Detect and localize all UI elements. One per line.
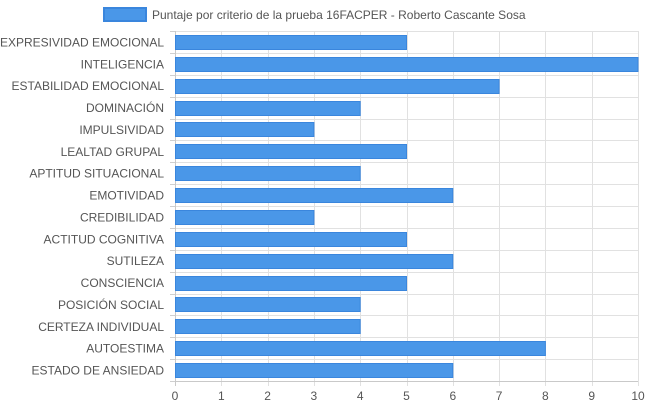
bar-autoestima[interactable] xyxy=(175,341,546,356)
x-tick-label: 8 xyxy=(542,389,549,403)
bar-impulsividad[interactable] xyxy=(175,122,315,137)
y-tick-label: EMOTIVIDAD xyxy=(89,189,164,203)
x-tick-label: 1 xyxy=(218,389,225,403)
y-tick-label: INTELIGENCIA xyxy=(81,57,164,71)
bar-expresividad-emocional[interactable] xyxy=(175,35,407,50)
y-tick-label: SUTILEZA xyxy=(107,254,164,268)
x-tick-label: 2 xyxy=(264,389,271,403)
y-tick-label: EXPRESIVIDAD EMOCIONAL xyxy=(0,35,164,49)
bar-inteligencia[interactable] xyxy=(175,57,639,72)
y-tick-label: CERTEZA INDIVIDUAL xyxy=(38,320,164,334)
x-tick-label: 0 xyxy=(172,389,179,403)
bar-sutileza[interactable] xyxy=(175,254,454,269)
bar-emotividad[interactable] xyxy=(175,188,454,203)
x-tick-label: 7 xyxy=(496,389,503,403)
y-tick-label: POSICIÓN SOCIAL xyxy=(58,297,164,312)
x-tick-label: 9 xyxy=(588,389,595,403)
x-axis-labels: 0 1 2 3 4 5 6 7 8 9 10 xyxy=(172,389,645,403)
bar-credibilidad[interactable] xyxy=(175,210,315,225)
y-tick-label: LEALTAD GRUPAL xyxy=(61,145,165,159)
y-tick-label: APTITUD SITUACIONAL xyxy=(29,167,164,181)
bar-estado-de-ansiedad[interactable] xyxy=(175,363,454,378)
x-tick-label: 10 xyxy=(631,389,645,403)
x-tick-label: 4 xyxy=(357,389,364,403)
bar-aptitud-situacional[interactable] xyxy=(175,166,361,181)
y-tick-label: CREDIBILIDAD xyxy=(80,210,164,224)
y-tick-label: ESTABILIDAD EMOCIONAL xyxy=(12,79,165,93)
y-tick-label: IMPULSIVIDAD xyxy=(79,123,164,137)
bar-consciencia[interactable] xyxy=(175,276,407,291)
chart-legend[interactable]: Puntaje por criterio de la prueba 16FACP… xyxy=(103,7,526,22)
y-tick-label: CONSCIENCIA xyxy=(81,276,164,290)
legend-label: Puntaje por criterio de la prueba 16FACP… xyxy=(152,8,526,22)
bar-dominación[interactable] xyxy=(175,101,361,116)
y-tick-label: AUTOESTIMA xyxy=(86,342,164,356)
x-tick-label: 3 xyxy=(311,389,318,403)
x-tick-label: 6 xyxy=(449,389,456,403)
bar-actitud-cognitiva[interactable] xyxy=(175,232,407,247)
y-tick-label: DOMINACIÓN xyxy=(86,100,164,115)
bar-lealtad-grupal[interactable] xyxy=(175,144,407,159)
chart-bars xyxy=(175,35,639,378)
bar-estabilidad-emocional[interactable] xyxy=(175,79,500,94)
y-tick-label: ESTADO DE ANSIEDAD xyxy=(32,364,165,378)
bar-certeza-individual[interactable] xyxy=(175,319,361,334)
y-tick-label: ACTITUD COGNITIVA xyxy=(44,232,164,246)
legend-swatch xyxy=(103,7,147,22)
x-tick-label: 5 xyxy=(403,389,410,403)
bar-posición-social[interactable] xyxy=(175,297,361,312)
y-axis-labels: EXPRESIVIDAD EMOCIONAL INTELIGENCIA ESTABI… xyxy=(0,35,164,377)
